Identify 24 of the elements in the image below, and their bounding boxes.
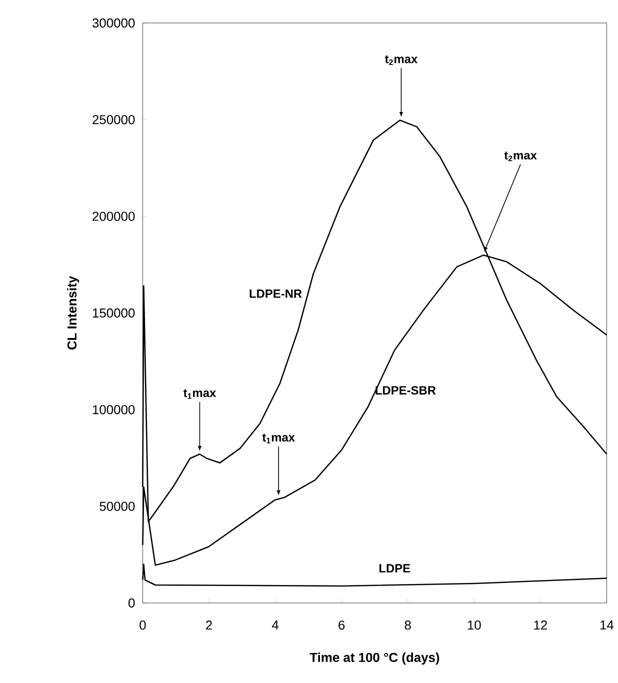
y-tick-label: 0 <box>128 598 135 608</box>
x-tick-label: 0 <box>140 620 146 630</box>
x-tick-label: 8 <box>404 620 411 630</box>
annotation: t$_{2}$max <box>384 55 418 65</box>
y-tick-label: 200000 <box>92 212 135 221</box>
annotation: t$_{1}$max <box>262 434 295 444</box>
y-tick-label: 100000 <box>92 405 135 414</box>
x-tick-label: 4 <box>272 620 278 630</box>
series-label: LDPE-SBR <box>376 386 436 395</box>
x-axis-title: Time at 100 °C (days) <box>310 652 440 665</box>
y-tick-label: 50000 <box>100 502 135 511</box>
series-label: LDPE <box>379 564 410 572</box>
y-axis-title: CL Intensity <box>67 276 80 350</box>
x-tick-label: 2 <box>206 620 212 630</box>
y-tick-label: 250000 <box>92 115 135 124</box>
y-tick-label: 300000 <box>92 18 135 28</box>
y-tick-label: 150000 <box>92 308 135 318</box>
x-tick-label: 12 <box>534 620 547 630</box>
annotation: t$_{1}$max <box>183 389 216 399</box>
series-label: LDPE-NR <box>250 290 302 298</box>
annotation: t$_{2}$max <box>504 152 537 162</box>
x-tick-label: 14 <box>600 620 614 630</box>
x-tick-label: 10 <box>468 620 481 630</box>
x-tick-label: 6 <box>338 620 345 630</box>
